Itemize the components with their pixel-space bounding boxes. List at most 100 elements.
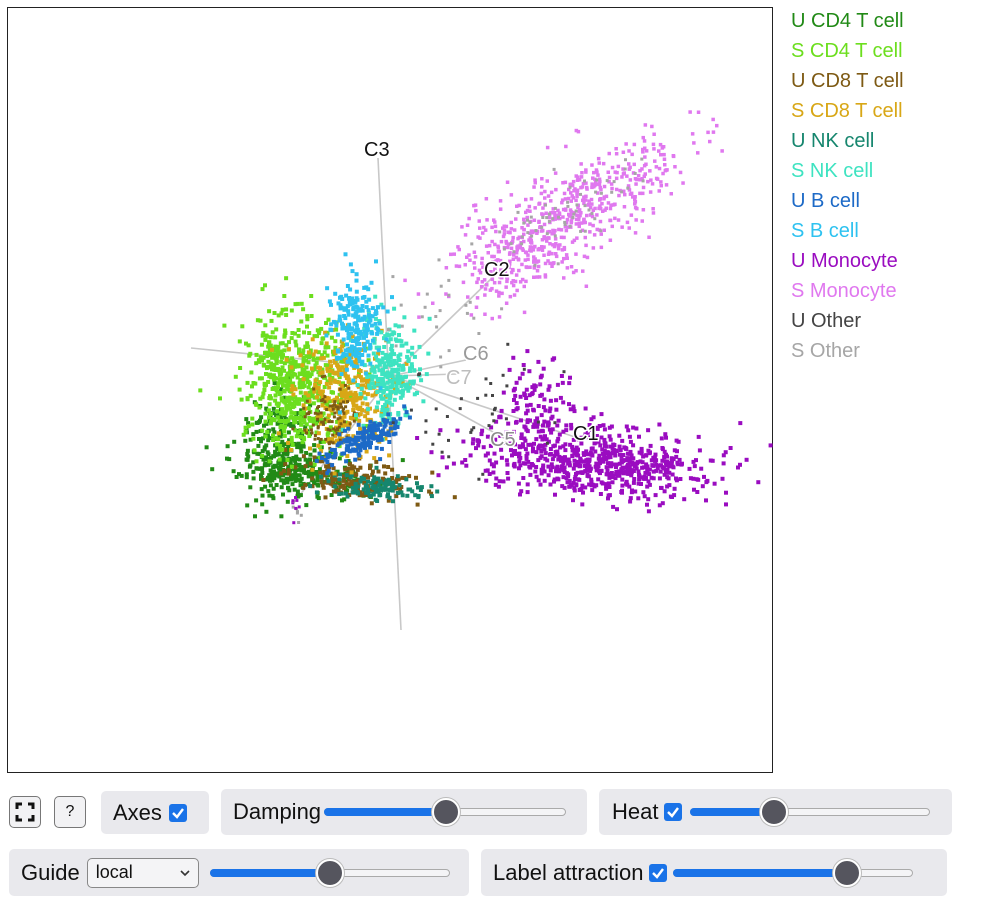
scatter-point bbox=[325, 416, 330, 421]
scatter-point bbox=[561, 207, 566, 212]
legend-item[interactable]: U Monocyte bbox=[791, 250, 898, 272]
scatter-point bbox=[497, 479, 502, 484]
scatter-point bbox=[379, 413, 384, 418]
scatter-point bbox=[587, 423, 592, 427]
scatter-point bbox=[672, 493, 677, 498]
scatter-point bbox=[522, 367, 526, 371]
legend-item[interactable]: S B cell bbox=[791, 220, 859, 242]
scatter-point bbox=[204, 445, 209, 450]
scatter-point bbox=[338, 306, 343, 311]
legend-item[interactable]: U CD8 T cell bbox=[791, 70, 904, 92]
axis-label-c6[interactable]: C6 bbox=[462, 342, 491, 367]
scatter-point bbox=[343, 428, 347, 433]
heat-slider[interactable] bbox=[690, 797, 931, 827]
scatter-point bbox=[533, 181, 537, 185]
scatter-point bbox=[404, 386, 409, 391]
scatter-point bbox=[502, 272, 506, 276]
scatter-point bbox=[393, 323, 398, 328]
scatter-point bbox=[538, 375, 543, 380]
axis-label-c1[interactable]: C1 bbox=[572, 422, 601, 447]
damping-slider[interactable] bbox=[324, 797, 567, 827]
scatter-point bbox=[573, 474, 578, 479]
scatter-point bbox=[595, 178, 599, 182]
scatter-point bbox=[306, 393, 311, 398]
scatter-point bbox=[299, 442, 304, 447]
scatter-point bbox=[580, 171, 584, 175]
scatter-point bbox=[227, 457, 232, 462]
scatter-point bbox=[253, 381, 258, 386]
scatter-point bbox=[346, 459, 351, 463]
scatter-point bbox=[576, 129, 581, 134]
scatter-point bbox=[320, 370, 325, 375]
legend-item[interactable]: S NK cell bbox=[791, 160, 874, 182]
axis-label-c7[interactable]: C7 bbox=[445, 366, 474, 391]
scatter-point bbox=[528, 418, 532, 423]
heat-slider-thumb[interactable] bbox=[760, 798, 789, 826]
axis-label-c2[interactable]: C2 bbox=[483, 258, 512, 283]
scatter-point bbox=[512, 253, 516, 257]
axis-label-c3[interactable]: C3 bbox=[363, 138, 392, 163]
scatter-point bbox=[330, 463, 335, 468]
scatter-point bbox=[579, 211, 583, 215]
legend-item[interactable]: U CD4 T cell bbox=[791, 10, 904, 32]
axes-checkbox[interactable] bbox=[168, 803, 187, 822]
scatter-point bbox=[634, 218, 638, 222]
legend-item[interactable]: S Other bbox=[791, 340, 860, 362]
guide-slider[interactable] bbox=[209, 858, 450, 888]
legend-item[interactable]: U Other bbox=[791, 310, 862, 332]
scatter-point bbox=[429, 450, 434, 455]
axis-label-c5[interactable]: C5 bbox=[489, 428, 518, 453]
scatter-point bbox=[654, 468, 659, 473]
scatter-point bbox=[579, 441, 584, 446]
label-attraction-checkbox[interactable] bbox=[649, 863, 668, 882]
scatter-point bbox=[520, 235, 524, 239]
label-attraction-slider-thumb[interactable] bbox=[833, 858, 862, 887]
scatter-point bbox=[593, 177, 597, 182]
scatter-point bbox=[284, 476, 289, 481]
scatter-point bbox=[457, 247, 461, 252]
legend-item[interactable]: U NK cell bbox=[791, 130, 875, 152]
scatter-point bbox=[237, 339, 242, 344]
scatter-point bbox=[405, 413, 410, 418]
scatter-point bbox=[562, 465, 567, 470]
scatter-point bbox=[297, 505, 301, 509]
legend-item[interactable]: S CD8 T cell bbox=[791, 100, 903, 122]
scatter-point bbox=[297, 371, 302, 376]
scatter-point bbox=[586, 474, 591, 479]
legend-item[interactable]: S Monocyte bbox=[791, 280, 897, 302]
scatter-point bbox=[634, 426, 639, 431]
scatter-point bbox=[571, 196, 576, 200]
scatter-point bbox=[362, 476, 366, 481]
scatter-point bbox=[326, 407, 331, 412]
scatter-point bbox=[295, 430, 300, 435]
scatter-point bbox=[456, 245, 460, 249]
scatter-point bbox=[386, 339, 391, 344]
fullscreen-button[interactable] bbox=[9, 796, 41, 828]
help-button[interactable]: ? bbox=[54, 796, 86, 828]
scatter-point bbox=[582, 463, 587, 468]
scatter-point bbox=[642, 494, 647, 499]
scatter-point bbox=[660, 458, 665, 463]
scatter-point bbox=[319, 474, 323, 479]
scatter-point bbox=[548, 447, 553, 451]
label-attraction-slider[interactable] bbox=[673, 858, 914, 888]
scatter-point bbox=[241, 432, 246, 437]
scatter-point bbox=[598, 197, 603, 201]
scatter-point bbox=[295, 301, 300, 306]
scatter-point bbox=[349, 331, 354, 336]
projection-plot[interactable]: C3 C2 C6 C7 C5 C1 bbox=[7, 7, 773, 773]
legend-item[interactable]: S CD4 T cell bbox=[791, 40, 903, 62]
legend-item[interactable]: U B cell bbox=[791, 190, 860, 212]
guide-select[interactable]: local bbox=[86, 857, 199, 888]
scatter-point bbox=[268, 394, 272, 399]
scatter-point bbox=[272, 411, 277, 416]
damping-slider-thumb[interactable] bbox=[432, 798, 461, 826]
scatter-point bbox=[638, 178, 642, 182]
scatter-point bbox=[427, 489, 432, 494]
scatter-point bbox=[328, 404, 332, 408]
scatter-point bbox=[324, 437, 328, 441]
heat-checkbox[interactable] bbox=[664, 803, 683, 821]
guide-slider-thumb[interactable] bbox=[315, 858, 344, 887]
scatter-point bbox=[299, 468, 304, 473]
